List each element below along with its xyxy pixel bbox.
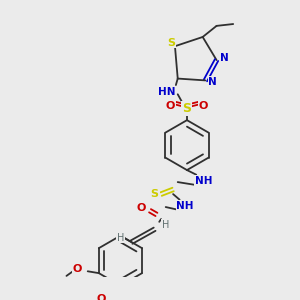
Text: H: H	[117, 232, 124, 242]
Text: O: O	[73, 264, 82, 274]
Text: O: O	[199, 101, 208, 111]
Text: S: S	[151, 189, 159, 199]
Text: O: O	[166, 101, 175, 111]
Text: HN: HN	[158, 87, 176, 98]
Text: H: H	[162, 220, 169, 230]
Text: O: O	[136, 203, 146, 213]
Text: N: N	[220, 53, 228, 63]
Text: NH: NH	[176, 201, 194, 211]
Text: S: S	[182, 102, 191, 115]
Text: S: S	[167, 38, 175, 47]
Text: O: O	[96, 293, 106, 300]
Text: NH: NH	[195, 176, 212, 186]
Text: N: N	[208, 77, 217, 87]
